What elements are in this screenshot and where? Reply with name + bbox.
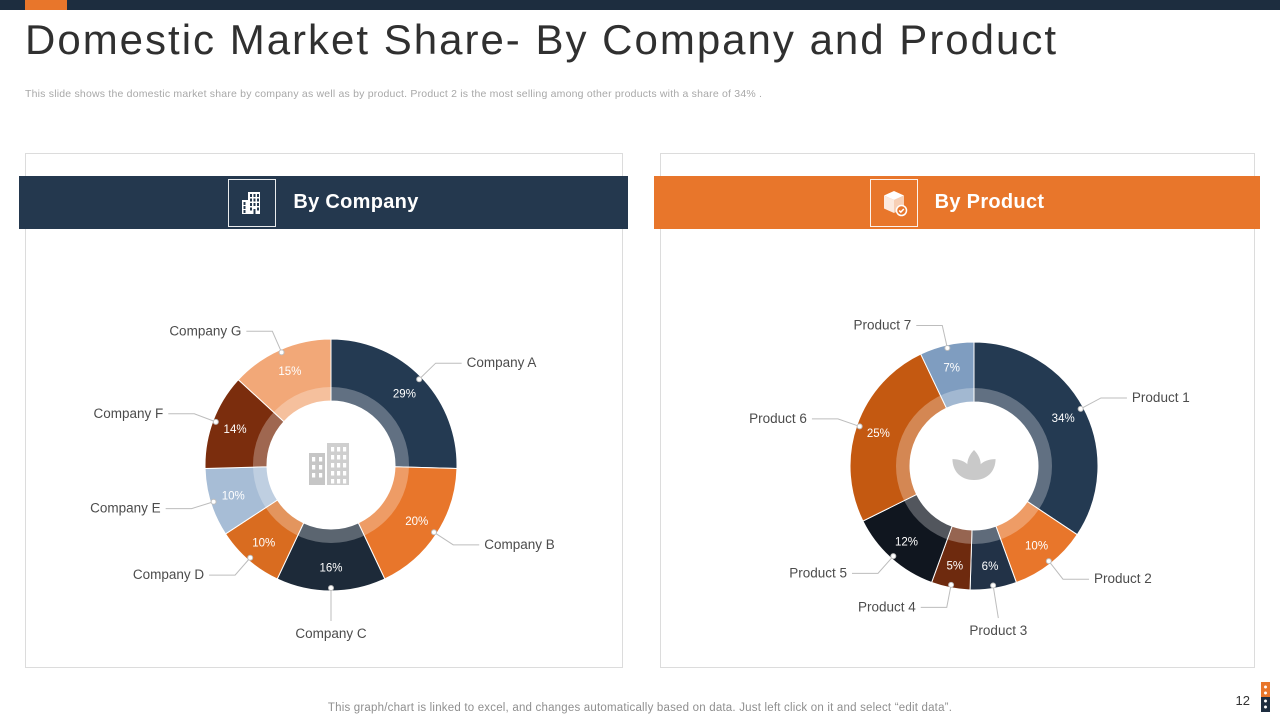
slice-percent-label: 10% <box>1025 541 1048 553</box>
leader-anchor-dot <box>990 582 997 589</box>
company-donut-svg[interactable]: 29% Company A 20% Company B 16% Company C 10% C… <box>26 229 622 667</box>
leader-anchor-dot <box>1077 405 1084 412</box>
center-building-icon <box>309 453 325 485</box>
slice-category-label: Product 4 <box>858 599 916 614</box>
slice-percent-label: 29% <box>393 389 416 401</box>
leader-anchor-dot <box>328 585 334 591</box>
slice-category-label: Product 5 <box>789 565 847 580</box>
label-leader-line <box>992 585 999 619</box>
slice-category-label: Company B <box>484 537 555 552</box>
slice-percent-label: 20% <box>405 516 428 528</box>
corner-orange-block <box>1261 682 1270 697</box>
leader-anchor-dot <box>890 553 897 560</box>
product-donut-chart[interactable]: 34% Product 1 10% Product 2 6% Product 3 5% Pro… <box>661 229 1254 667</box>
slice-percent-label: 34% <box>1052 413 1075 425</box>
corner-decoration <box>1261 682 1270 712</box>
by-company-header: By Company <box>19 176 628 229</box>
page-number: 12 <box>1235 693 1250 708</box>
slice-percent-label: 15% <box>278 366 301 378</box>
leader-anchor-dot <box>944 344 951 351</box>
slice-category-label: Product 6 <box>749 411 807 426</box>
slice-percent-label: 25% <box>867 428 890 440</box>
page-title: Domestic Market Share- By Company and Pr… <box>25 16 1059 63</box>
label-leader-line <box>916 325 948 349</box>
slice-category-label: Company C <box>295 626 367 641</box>
building-icon <box>228 178 277 227</box>
product-box-icon <box>869 178 918 227</box>
top-accent-bar <box>0 0 1280 10</box>
label-leader-line <box>433 531 480 546</box>
by-product-header: By Product <box>654 176 1260 229</box>
label-leader-line <box>1080 397 1127 410</box>
by-company-panel: By Company 29% Company A 20% Company B 16% Co… <box>19 153 628 668</box>
label-leader-line <box>168 413 216 423</box>
label-leader-line <box>811 418 860 427</box>
slice-category-label: Company F <box>93 406 163 421</box>
center-logo-icon <box>952 459 974 481</box>
slice-category-label: Company G <box>169 323 241 338</box>
label-leader-line <box>920 584 952 608</box>
by-company-header-label: By Company <box>293 191 419 213</box>
slice-category-label: Product 1 <box>1132 390 1190 405</box>
label-leader-line <box>418 362 462 380</box>
top-accent-square <box>25 0 67 10</box>
company-donut-chart[interactable]: 29% Company A 20% Company B 16% Company C 10% C… <box>26 229 622 667</box>
leader-anchor-dot <box>278 349 285 356</box>
label-leader-line <box>209 557 251 576</box>
leader-anchor-dot <box>247 554 254 561</box>
label-leader-line <box>851 555 894 574</box>
slice-percent-label: 10% <box>222 491 245 503</box>
leader-anchor-dot <box>210 498 217 505</box>
leader-anchor-dot <box>948 581 955 588</box>
slice-category-label: Product 3 <box>969 623 1027 638</box>
slice-percent-label: 10% <box>252 537 275 549</box>
product-donut-svg[interactable]: 34% Product 1 10% Product 2 6% Product 3 5% Pro… <box>661 229 1254 667</box>
leader-anchor-dot <box>856 423 863 430</box>
slice-percent-label: 14% <box>224 424 247 436</box>
by-product-panel: By Product 34% Product 1 10% Product 2 6% Pro… <box>654 153 1260 668</box>
corner-navy-block <box>1261 697 1270 712</box>
slice-percent-label: 12% <box>895 536 918 548</box>
label-leader-line <box>1048 560 1090 580</box>
slice-percent-label: 7% <box>943 362 960 374</box>
leader-anchor-dot <box>416 376 423 383</box>
center-logo-icon <box>974 459 996 481</box>
slice-category-label: Company A <box>467 355 537 370</box>
slice-category-label: Product 2 <box>1094 571 1152 586</box>
by-product-header-label: By Product <box>934 191 1045 213</box>
leader-anchor-dot <box>430 529 437 536</box>
slice-category-label: Product 7 <box>853 318 911 333</box>
slice-category-label: Company D <box>133 567 205 582</box>
leader-anchor-dot <box>212 418 219 425</box>
footer-note: This graph/chart is linked to excel, and… <box>327 702 953 714</box>
leader-anchor-dot <box>1045 558 1052 565</box>
label-leader-line <box>165 501 214 510</box>
slice-percent-label: 16% <box>319 562 342 574</box>
slice-percent-label: 6% <box>982 561 999 573</box>
slice-category-label: Company E <box>90 501 161 516</box>
label-leader-line <box>246 330 283 353</box>
slide-subtitle: This slide shows the domestic market sha… <box>25 88 763 100</box>
slice-percent-label: 5% <box>947 560 964 572</box>
